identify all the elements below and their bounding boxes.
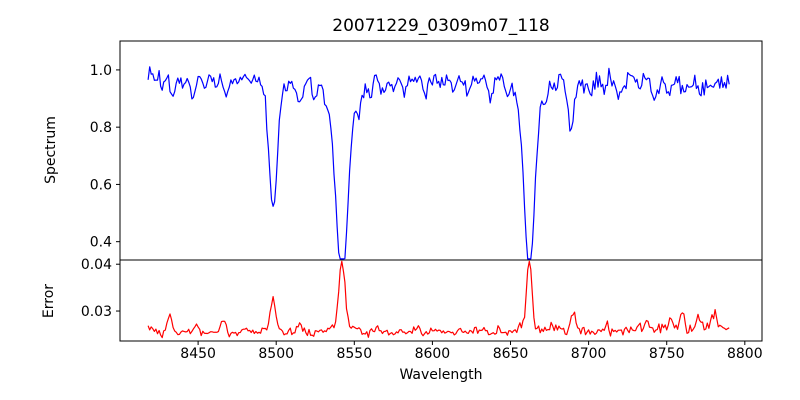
spectrum-y-tick-label: 1.0 [90,63,112,79]
spectrum-y-axis-label: Spectrum [43,116,59,184]
x-tick-label: 8750 [649,346,685,362]
x-tick-label: 8600 [415,346,451,362]
x-tick-label: 8700 [571,346,607,362]
x-tick-label: 8550 [336,346,372,362]
error-panel-frame [119,259,763,342]
error-line [147,260,730,339]
spectrum-line [147,66,730,260]
error-y-tick-label: 0.04 [81,257,112,273]
x-tick-label: 8800 [727,346,763,362]
chart-title: 20071229_0309m07_118 [332,16,549,36]
generated-plot-elements: 1.0 0.8 0.6 0.4 0.04 0.03 8450 8500 8550 8600 8650… [81,40,763,362]
x-tick-label: 8650 [493,346,529,362]
x-tick-label: 8450 [180,346,216,362]
spectrum-y-tick-label: 0.8 [90,120,112,136]
error-y-tick-label: 0.03 [81,304,112,320]
spectrum-y-tick-label: 0.6 [90,177,112,193]
error-y-axis-label: Error [41,284,57,318]
spectrum-panel-frame [119,40,763,261]
x-axis-label: Wavelength [399,367,482,383]
spectrum-y-tick-label: 0.4 [90,235,112,251]
x-tick-label: 8500 [258,346,294,362]
